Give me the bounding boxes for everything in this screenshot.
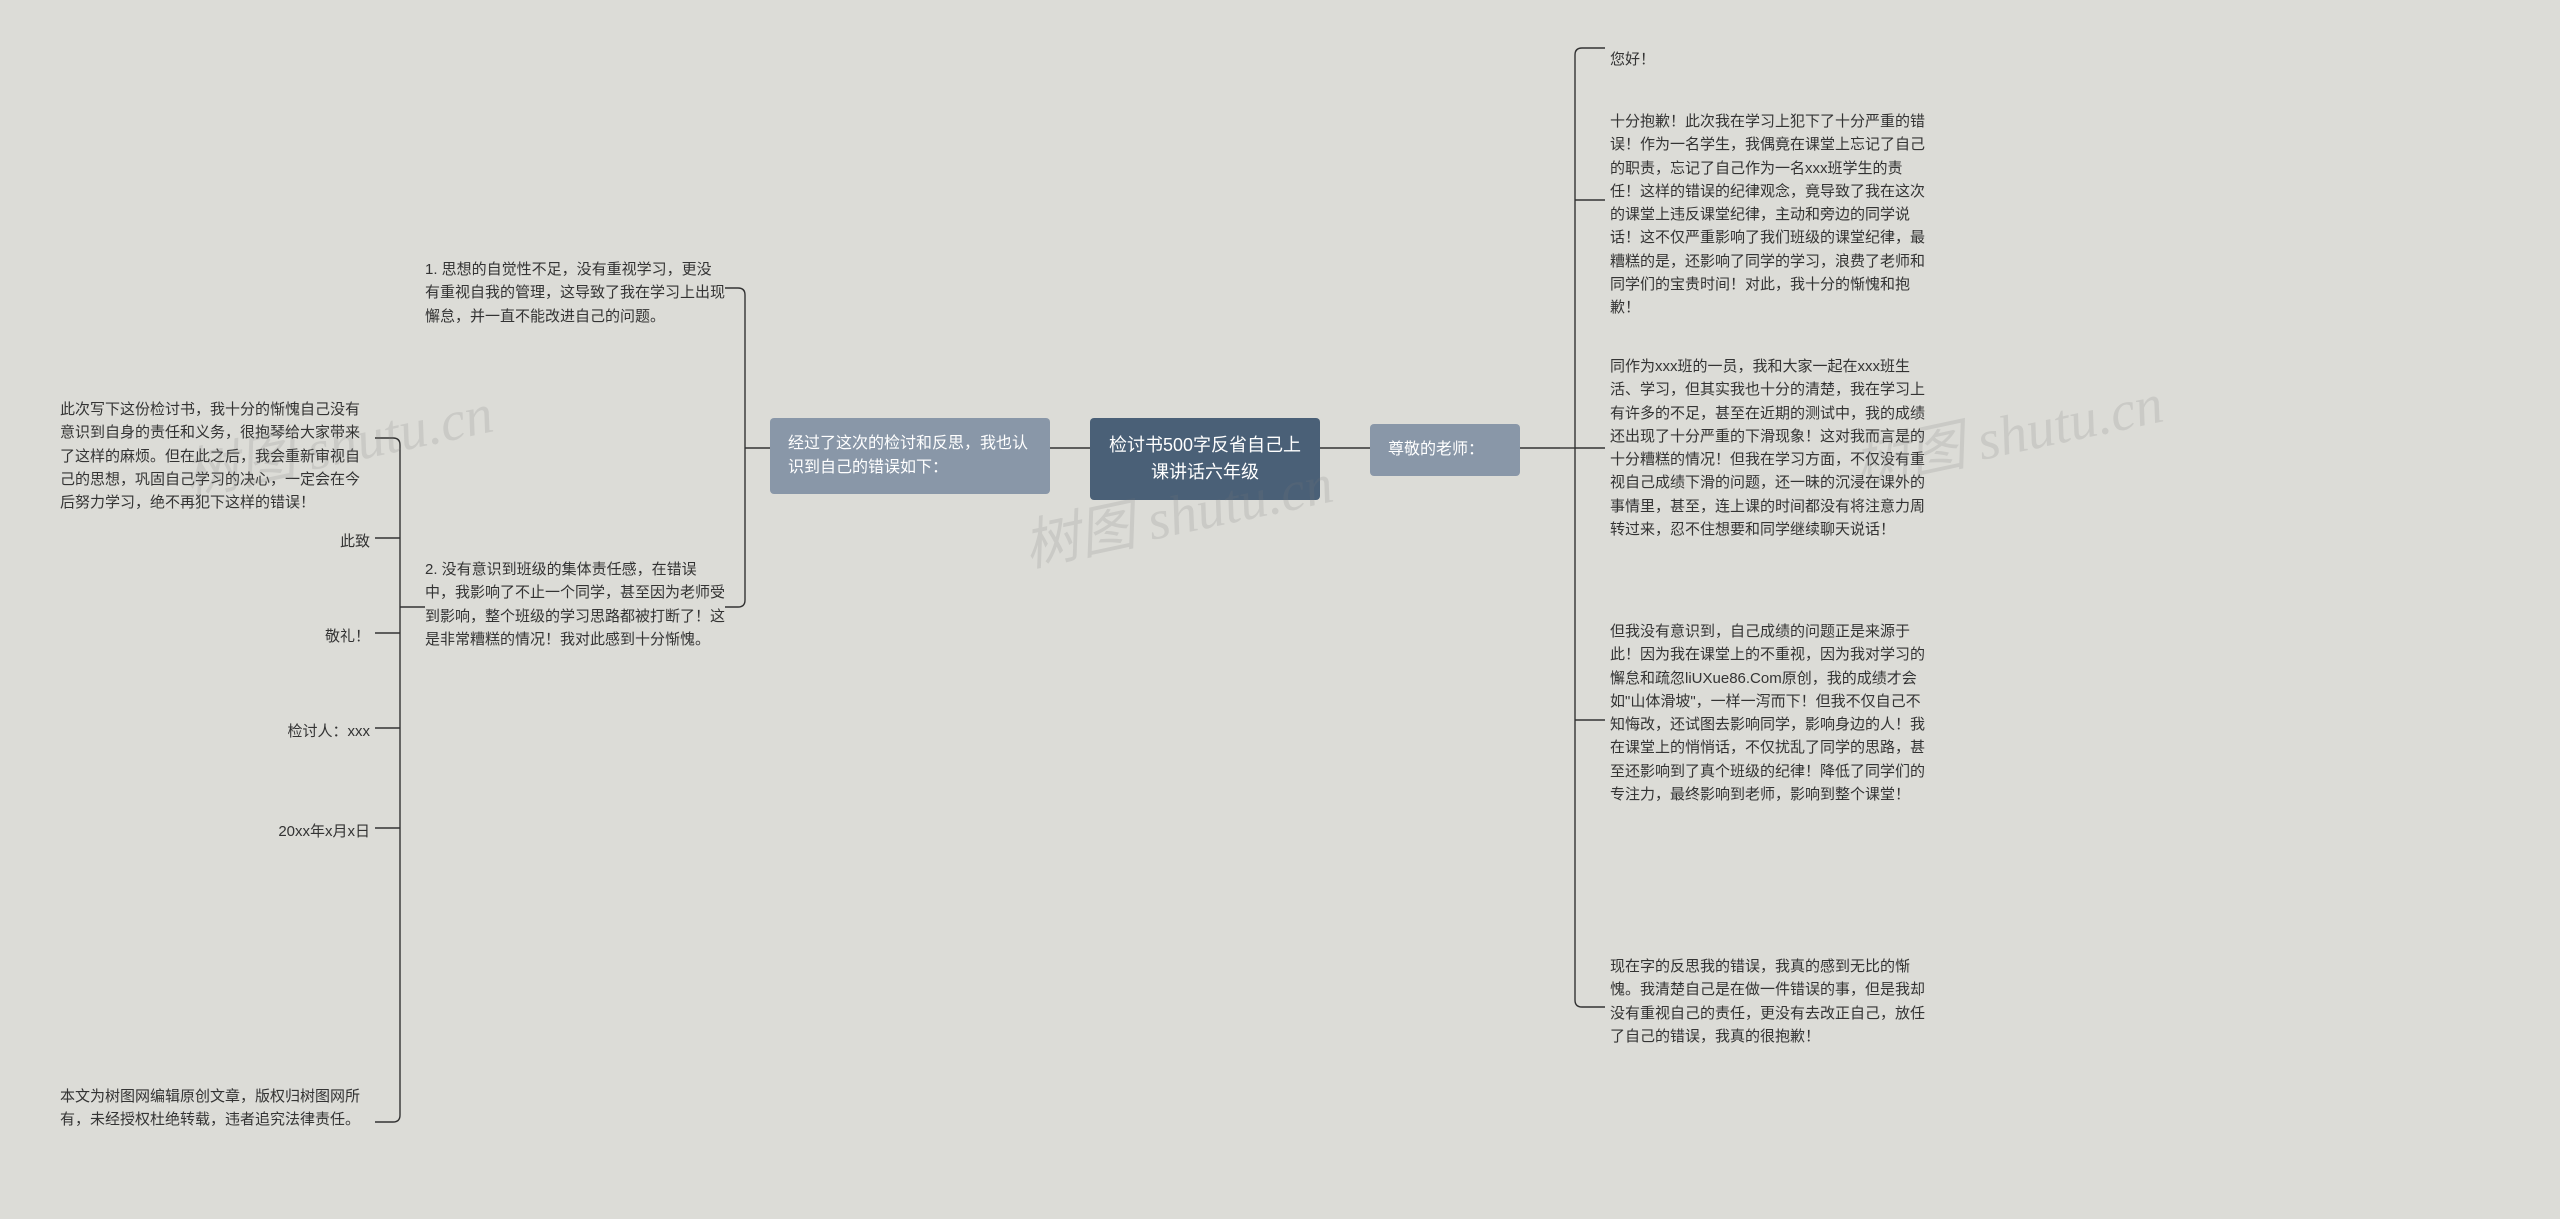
right-leaf-3: 但我没有意识到，自己成绩的问题正是来源于此！因为我在课堂上的不重视，因为我对学习… <box>1610 620 1930 806</box>
left-branch-label-line1: 经过了这次的检讨和反思，我也认 <box>788 432 1032 456</box>
left-leaf-5: 检讨人：xxx <box>60 720 370 743</box>
left-leaf-6: 20xx年x月x日 <box>60 820 370 843</box>
left-leaf-7: 本文为树图网编辑原创文章，版权归树图网所有，未经授权杜绝转载，违者追究法律责任。 <box>60 1085 370 1132</box>
left-leaf-1: 2. 没有意识到班级的集体责任感，在错误中，我影响了不止一个同学，甚至因为老师受… <box>425 558 725 651</box>
right-leaf-4: 现在字的反思我的错误，我真的感到无比的惭愧。我清楚自己是在做一件错误的事，但是我… <box>1610 955 1930 1048</box>
root-node: 检讨书500字反省自己上 课讲话六年级 <box>1090 418 1320 500</box>
right-leaf-2: 同作为xxx班的一员，我和大家一起在xxx班生活、学习，但其实我也十分的清楚，我… <box>1610 355 1930 541</box>
right-leaf-1: 十分抱歉！此次我在学习上犯下了十分严重的错误！作为一名学生，我偶竟在课堂上忘记了… <box>1610 110 1930 319</box>
connectors-svg-2 <box>0 0 2560 1219</box>
root-title-line2: 课讲话六年级 <box>1108 459 1302 486</box>
right-branch-node: 尊敬的老师： <box>1370 424 1520 476</box>
left-leaf-4: 敬礼！ <box>60 625 370 648</box>
left-leaf-2: 此次写下这份检讨书，我十分的惭愧自己没有意识到自身的责任和义务，很抱琴给大家带来… <box>60 398 370 514</box>
right-branch-label: 尊敬的老师： <box>1388 441 1484 458</box>
root-title-line1: 检讨书500字反省自己上 <box>1108 432 1302 459</box>
left-branch-label-line2: 识到自己的错误如下： <box>788 456 1032 480</box>
right-leaf-0: 您好！ <box>1610 48 1930 71</box>
left-leaf-3: 此致 <box>60 530 370 553</box>
left-branch-node: 经过了这次的检讨和反思，我也认 识到自己的错误如下： <box>770 418 1050 494</box>
left-leaf-0: 1. 思想的自觉性不足，没有重视学习，更没有重视自我的管理，这导致了我在学习上出… <box>425 258 725 328</box>
